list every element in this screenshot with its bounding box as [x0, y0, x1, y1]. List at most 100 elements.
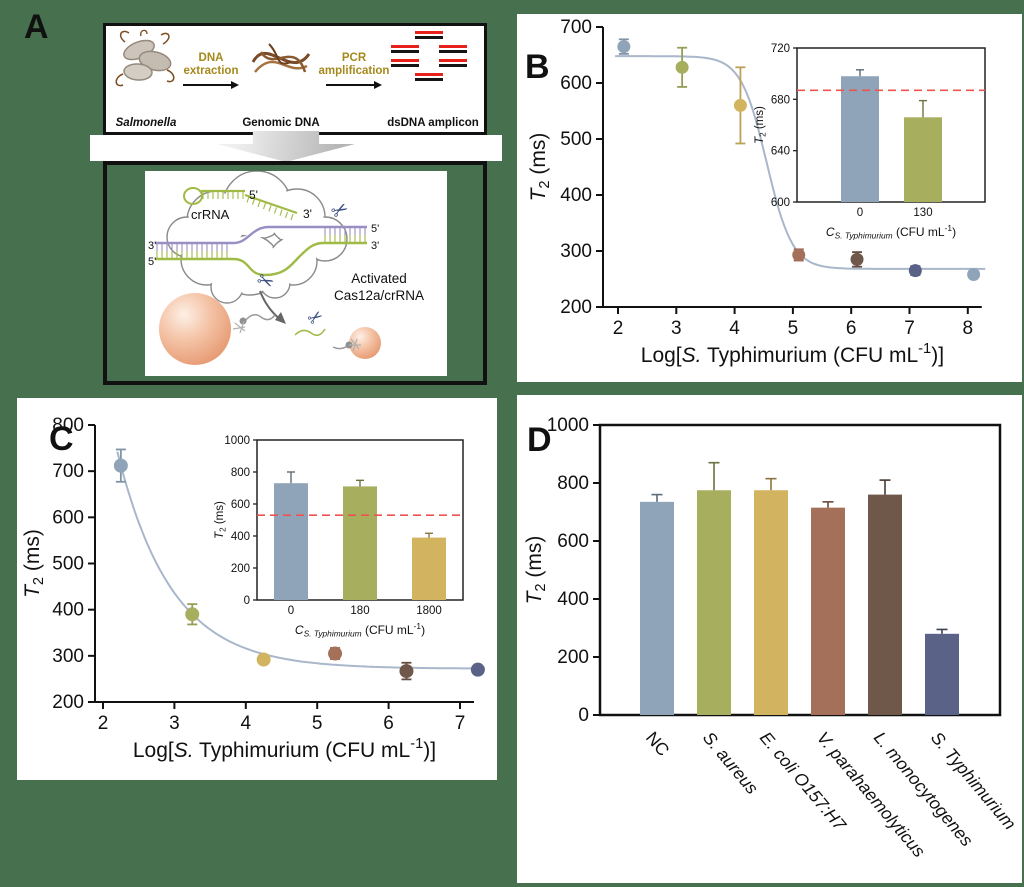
fit-curve	[116, 451, 485, 670]
tick-label: 200	[560, 297, 592, 318]
tick-label: 5	[788, 318, 799, 339]
end-label-right5: 5'	[371, 223, 379, 235]
data-point	[113, 448, 128, 483]
inset-box	[796, 47, 986, 203]
tick-label: 600	[771, 197, 790, 209]
inset-y-axis-label: T2 (ms)	[214, 501, 227, 539]
data-point	[850, 251, 864, 268]
plot-B: 2 3 4 5 6 7 8 200 300 400 500 600 700 Log[S. Typhimur…	[527, 17, 986, 367]
dsdna-amplicon-icon	[391, 31, 467, 81]
end-label-left5: 5'	[148, 256, 156, 268]
dsdna-amplicon-label: dsDNA amplicon	[387, 117, 479, 129]
tick-label: 4	[241, 713, 252, 734]
end-label-left3: 3'	[148, 240, 156, 252]
tick-label: 0	[578, 705, 589, 726]
tick-label: 200	[52, 692, 84, 713]
tick-label: 800	[52, 415, 84, 436]
tick-label: 800	[231, 467, 250, 479]
tick-label: 700	[560, 17, 592, 38]
tick-label: 130	[913, 207, 932, 219]
y-axis-label: T2 (ms)	[21, 529, 47, 598]
cleavage-arrowhead	[275, 312, 286, 324]
panel-b-label: B	[525, 48, 550, 86]
tick-label: 6	[846, 318, 857, 339]
bar	[754, 490, 788, 715]
panel-d-card: D 0 200 400 600 800 1000 NC S. aureus E. coli O1…	[517, 395, 1022, 883]
panel-b-card: B 2 3 4 5 6 7 8 200 300 400 500 600 700 Log[S. Typhim…	[517, 14, 1022, 382]
tick-label: 500	[560, 129, 592, 150]
data-point	[185, 603, 200, 626]
cas12a-mechanism-illustration: crRNA 5' 3' 3' 5' 5' 3' Activated Cas12a…	[145, 170, 447, 376]
dna-extraction-text: DNA extraction	[183, 51, 239, 77]
inset-x-axis-label: CS. Typhimurium (CFU mL-1)	[826, 223, 956, 240]
bar	[925, 633, 959, 715]
data-point	[399, 661, 414, 681]
x-axis-label: Log[S. Typhimurium (CFU mL-1)]	[133, 736, 436, 762]
data-point	[328, 646, 343, 661]
data-point	[675, 46, 689, 88]
plot-C: 2 3 4 5 6 7 200 300 400 500 600 700 800 Log[S. Typhim…	[21, 415, 485, 762]
dsdna-amplicon-illustration: dsDNA amplicon	[386, 28, 480, 130]
tick-label: 1800	[416, 605, 442, 617]
star-marks	[232, 320, 361, 352]
panel-c-label: C	[49, 420, 74, 458]
inset-bar	[841, 76, 879, 202]
category-label: NC	[642, 728, 674, 760]
tick-label: 500	[52, 554, 84, 575]
inset-bar	[412, 537, 446, 600]
bar	[697, 490, 731, 715]
pcr-amplification-step: PCR amplification	[319, 28, 389, 130]
data-point	[967, 268, 981, 282]
arrow-right-icon	[183, 81, 239, 90]
end-label-3prime: 3'	[303, 207, 312, 221]
tick-label: 7	[455, 713, 466, 734]
data-point	[256, 652, 271, 667]
magnetic-nanoparticle-small	[349, 327, 381, 359]
tick-label: 600	[560, 73, 592, 94]
scissors-icon: ✂	[304, 305, 328, 330]
tick-label: 8	[963, 318, 974, 339]
arrow-right-icon	[326, 81, 382, 90]
data-point	[792, 248, 806, 262]
tick-label: 400	[560, 185, 592, 206]
tick-label: 300	[560, 241, 592, 262]
tick-label: 200	[557, 647, 589, 668]
panel-c-chart: 2 3 4 5 6 7 200 300 400 500 600 700 800 Log[S. Typhim…	[21, 415, 485, 762]
tick-label: 180	[350, 605, 369, 617]
tick-label: 400	[231, 531, 250, 543]
crRNA-label: crRNA	[191, 207, 230, 222]
genomic-dna-label: Genomic DNA	[242, 117, 320, 129]
salmonella-bacteria-icon	[115, 29, 175, 87]
inset-bar-chart: 600 640 680 720 0 130 CS. Typhimurium (CFU mL-…	[754, 43, 986, 240]
tick-label: 6	[383, 713, 394, 734]
tick-label: 300	[52, 646, 84, 667]
end-label-5prime: 5'	[249, 188, 258, 202]
tick-label: 600	[231, 499, 250, 511]
panel-c-card: C 2 3 4 5 6 7 200 300 400 500 600 700 800 Log[S. Typh…	[17, 398, 497, 780]
panel-b-chart: 2 3 4 5 6 7 8 200 300 400 500 600 700 Log[S. Typhimur…	[527, 17, 986, 367]
panel-d-label: D	[527, 421, 552, 459]
activated-label-line2: Cas12a/crRNA	[334, 288, 424, 303]
bar	[640, 501, 674, 715]
bar	[868, 494, 902, 715]
plot-box	[598, 423, 1002, 717]
tick-label: 1000	[224, 435, 250, 447]
tick-label: 700	[52, 461, 84, 482]
category-label: S. aureus	[699, 728, 763, 798]
tick-label: 400	[557, 589, 589, 610]
bar	[811, 507, 845, 715]
activated-label-line1: Activated	[351, 271, 407, 286]
genomic-dna-icon	[251, 43, 311, 73]
y-axis-label: T2 (ms)	[527, 133, 553, 202]
category-label: L. monocytogenes	[870, 728, 977, 851]
dna-rna-strands	[155, 187, 367, 277]
tick-label: 2	[613, 318, 624, 339]
data-point	[617, 38, 631, 55]
inset-y-axis-label: T2 (ms)	[754, 106, 767, 144]
tick-label: 720	[771, 43, 790, 55]
inset-bar	[904, 117, 942, 202]
tick-label: 600	[557, 531, 589, 552]
